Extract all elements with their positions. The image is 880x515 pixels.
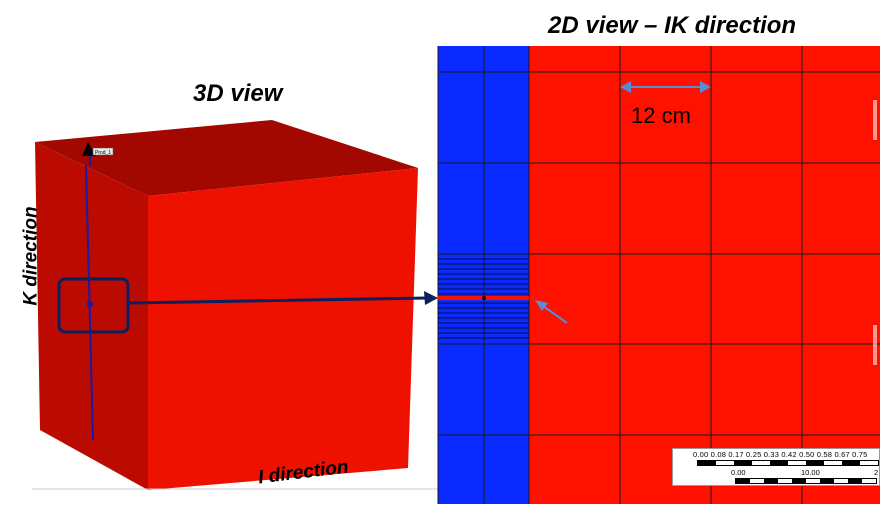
well-cell-point	[482, 296, 486, 300]
block-top-face	[35, 120, 418, 196]
connector-arrow-head	[424, 291, 438, 305]
pointer-arrow-line	[542, 305, 568, 324]
ruler-mark-top	[873, 100, 877, 140]
scale-lower-bar	[735, 478, 877, 484]
zoom-region-box	[57, 277, 130, 334]
scale-upper-ticks: 0.00 0.08 0.17 0.25 0.33 0.42 0.50 0.58 …	[693, 450, 868, 459]
dimension-arrow-right	[700, 81, 711, 93]
scale-lower-tick-start: 0.00	[731, 468, 746, 477]
k-direction-label: K direction	[20, 206, 42, 306]
well-tag: Prod_1	[95, 150, 111, 156]
ruler-mark-mid	[873, 325, 877, 365]
dimension-arrow-left	[620, 81, 631, 93]
refined-grid-lines	[438, 258, 529, 339]
3d-view-title: 3D view	[193, 80, 283, 107]
zoom-point	[87, 301, 93, 307]
well-tag-box	[92, 147, 114, 156]
connector-arrow-line	[127, 296, 429, 305]
scale-lower-tick-mid: 10.00	[801, 468, 820, 477]
well-head-marker	[82, 142, 96, 156]
block-front-face	[148, 168, 418, 490]
scale-lower-tick-end: 2	[874, 468, 879, 477]
block-left-face	[35, 142, 148, 490]
2d-view-title: 2D view – IK direction	[548, 12, 797, 39]
pointer-arrow-head	[535, 300, 548, 311]
2d-grid-view	[437, 46, 880, 504]
grid-lines	[437, 46, 880, 504]
cell-size-label: 12 cm	[631, 103, 691, 128]
3d-block	[32, 120, 440, 490]
scale-upper-bar	[697, 460, 879, 466]
scale-bar: 0.00 0.08 0.17 0.25 0.33 0.42 0.50 0.58 …	[672, 448, 880, 486]
